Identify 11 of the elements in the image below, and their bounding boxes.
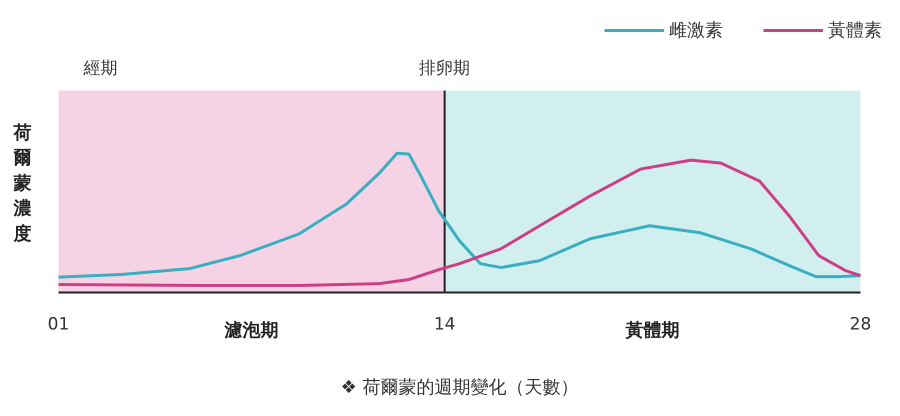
legend-label: 雌激素 xyxy=(669,19,723,42)
band-label: 黃體期 xyxy=(624,320,680,341)
band-label: 濾泡期 xyxy=(224,320,279,341)
text: ❖ 荷爾蒙的週期變化（天數） xyxy=(340,377,578,398)
x-tick-label: 01 xyxy=(48,314,70,334)
x-tick-label: 14 xyxy=(434,314,456,334)
x-tick-label: 28 xyxy=(850,314,872,334)
ref-line-label: 排卵期 xyxy=(419,58,470,78)
text: 經期 xyxy=(82,58,118,78)
legend-label: 黃體素 xyxy=(828,19,882,42)
y-axis-title: 荷爾蒙濃度 xyxy=(12,122,32,244)
